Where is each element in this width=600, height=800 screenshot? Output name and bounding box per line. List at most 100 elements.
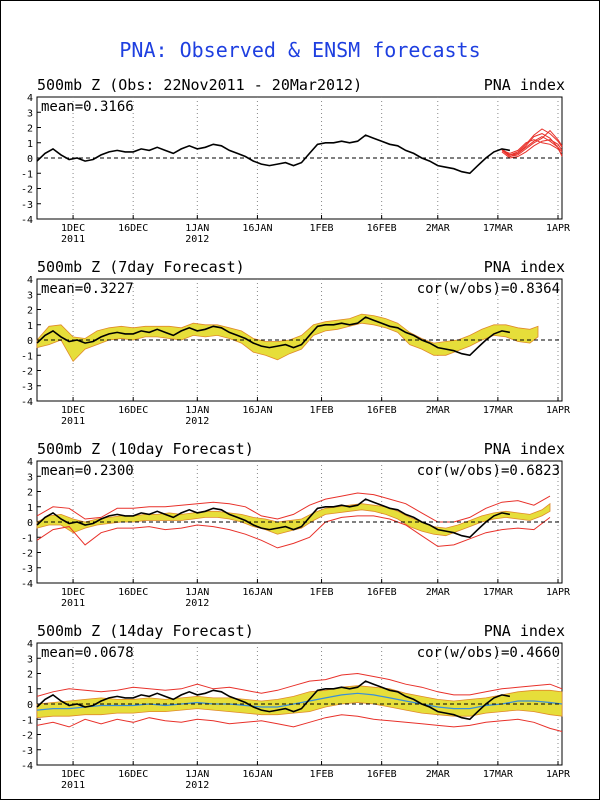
x-tick-year-label: 2012 [185, 780, 209, 791]
ensemble-member-line [501, 139, 563, 159]
x-tick-label: 16DEC [118, 223, 148, 234]
x-tick-label: 1FEB [309, 223, 333, 234]
mean-label: mean=0.2300 [41, 463, 134, 479]
x-tick-label: 16JAN [242, 769, 272, 780]
y-tick-label: 0 [27, 700, 33, 711]
x-tick-label: 16DEC [118, 405, 148, 416]
x-tick-label: 16DEC [118, 587, 148, 598]
y-tick-label: 3 [27, 108, 33, 119]
y-tick-label: -1 [21, 533, 33, 544]
observed-line [36, 316, 511, 357]
observed-line [36, 680, 511, 721]
ensemble-spread-band [36, 502, 551, 537]
panel-title: 500mb Z (10day Forecast) [37, 440, 254, 458]
x-tick-label: 1JAN [185, 769, 209, 780]
y-tick-label: 2 [27, 488, 33, 499]
x-tick-year-label: 2011 [61, 416, 85, 427]
ensemble-mean-line [36, 692, 563, 711]
y-tick-label: 0 [27, 154, 33, 165]
panel-index-label: PNA index [484, 622, 565, 640]
y-tick-label: 3 [27, 290, 33, 301]
y-tick-label: 1 [27, 321, 33, 332]
x-tick-label: 2MAR [426, 769, 451, 780]
y-tick-label: -4 [21, 215, 33, 226]
y-tick-label: -3 [21, 746, 33, 757]
y-tick-label: 2 [27, 670, 33, 681]
x-tick-label: 1APR [546, 405, 571, 416]
x-tick-year-label: 2011 [61, 234, 85, 245]
x-tick-year-label: 2011 [61, 598, 85, 609]
y-tick-label: 4 [27, 639, 33, 650]
x-tick-label: 16FEB [367, 587, 397, 598]
y-tick-label: -4 [21, 761, 33, 772]
y-tick-label: -2 [21, 549, 33, 560]
y-tick-label: -2 [21, 367, 33, 378]
x-tick-year-label: 2012 [185, 234, 209, 245]
y-tick-label: -4 [21, 397, 33, 408]
ensemble-member-line [36, 672, 563, 697]
y-tick-label: -1 [21, 715, 33, 726]
x-tick-year-label: 2012 [185, 598, 209, 609]
mean-label: mean=0.3166 [41, 99, 134, 115]
x-tick-label: 16FEB [367, 223, 397, 234]
y-tick-label: 1 [27, 139, 33, 150]
y-tick-label: -2 [21, 731, 33, 742]
correlation-label: cor(w/obs)=0.8364 [417, 281, 560, 297]
x-tick-year-label: 2011 [61, 780, 85, 791]
ensemble-member-line [36, 492, 551, 523]
x-tick-label: 16FEB [367, 405, 397, 416]
x-tick-label: 1JAN [185, 223, 209, 234]
x-tick-label: 1DEC [61, 223, 85, 234]
panel-7day: 500mb Z (7day Forecast) PNA index 4 3 2 1 0 -1 -… [21, 258, 571, 427]
x-tick-label: 17MAR [483, 223, 514, 234]
x-tick-label: 1JAN [185, 587, 209, 598]
y-tick-label: 4 [27, 93, 33, 104]
panel-title: 500mb Z (Obs: 22Nov2011 - 20Mar2012) [37, 76, 362, 94]
x-tick-label: 2MAR [426, 405, 451, 416]
y-tick-label: 0 [27, 518, 33, 529]
panel-index-label: PNA index [484, 440, 565, 458]
y-tick-label: -3 [21, 382, 33, 393]
mean-label: mean=0.0678 [41, 645, 134, 661]
x-tick-label: 17MAR [483, 587, 514, 598]
x-tick-label: 16JAN [242, 587, 272, 598]
panel-title: 500mb Z (7day Forecast) [37, 258, 245, 276]
x-tick-label: 2MAR [426, 223, 451, 234]
ensemble-member-line [36, 714, 563, 732]
x-tick-label: 1JAN [185, 405, 209, 416]
x-tick-label: 1APR [546, 769, 571, 780]
ensemble-spread-band [36, 685, 563, 719]
x-tick-label: 1APR [546, 223, 571, 234]
ensemble-member-line [501, 136, 563, 158]
y-tick-label: -1 [21, 351, 33, 362]
y-tick-label: -4 [21, 579, 33, 590]
x-tick-label: 16JAN [242, 223, 272, 234]
x-tick-label: 16FEB [367, 769, 397, 780]
y-tick-label: -1 [21, 169, 33, 180]
panel-index-label: PNA index [484, 76, 565, 94]
y-tick-label: 3 [27, 654, 33, 665]
x-tick-label: 17MAR [483, 769, 514, 780]
y-tick-label: 0 [27, 336, 33, 347]
ensemble-member-line [501, 139, 563, 156]
observed-line [36, 498, 511, 539]
x-tick-label: 1APR [546, 587, 571, 598]
y-tick-label: 4 [27, 457, 33, 468]
x-tick-label: 16JAN [242, 405, 272, 416]
y-tick-label: 1 [27, 503, 33, 514]
ensemble-member-line [36, 515, 551, 549]
observed-line [36, 134, 511, 175]
correlation-label: cor(w/obs)=0.6823 [417, 463, 560, 479]
y-tick-label: -2 [21, 185, 33, 196]
x-tick-year-label: 2012 [185, 416, 209, 427]
x-tick-label: 1DEC [61, 769, 85, 780]
x-tick-label: 1DEC [61, 405, 85, 416]
x-tick-label: 17MAR [483, 405, 514, 416]
y-tick-label: 2 [27, 306, 33, 317]
panel-observed: 500mb Z (Obs: 22Nov2011 - 20Mar2012) PNA … [21, 76, 571, 245]
x-tick-label: 1FEB [309, 769, 333, 780]
y-tick-label: -3 [21, 200, 33, 211]
x-tick-label: 1DEC [61, 587, 85, 598]
y-tick-label: 3 [27, 472, 33, 483]
